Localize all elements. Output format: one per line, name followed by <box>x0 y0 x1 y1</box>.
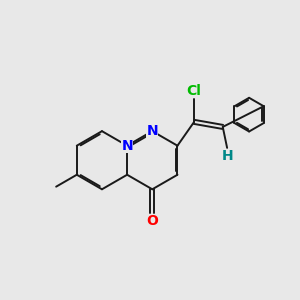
Text: H: H <box>221 149 233 163</box>
Text: O: O <box>146 214 158 228</box>
Text: Cl: Cl <box>187 84 202 98</box>
Text: N: N <box>121 139 133 153</box>
Text: N: N <box>146 124 158 138</box>
